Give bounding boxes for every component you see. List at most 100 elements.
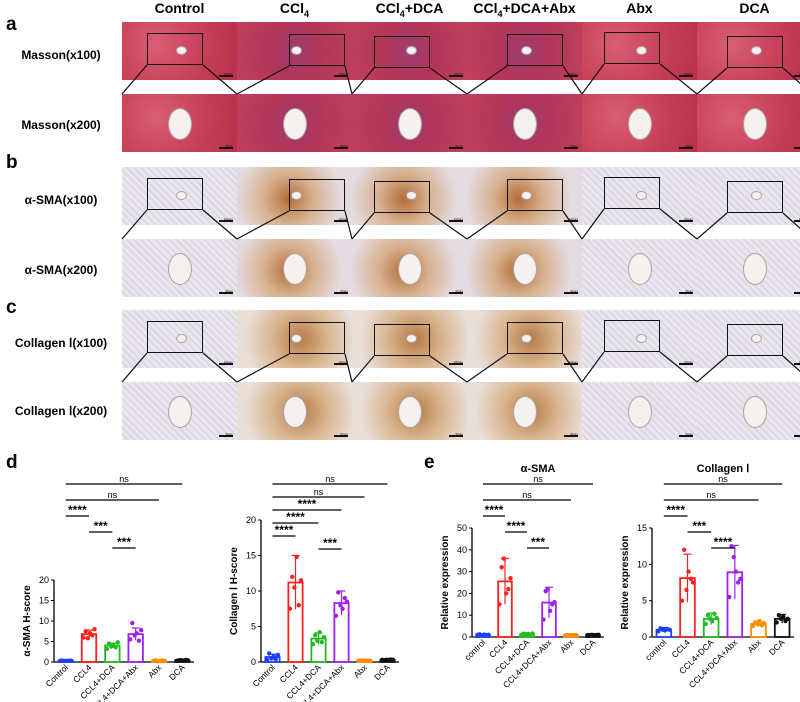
data-point xyxy=(508,575,513,581)
data-point xyxy=(127,637,133,642)
zoom-connector-line xyxy=(236,65,290,95)
zoom-region-box xyxy=(727,181,783,213)
vessel-lumen xyxy=(176,334,187,343)
row-label-asma-x100: α-SMA(x100) xyxy=(24,193,98,207)
scale-bar: 50um xyxy=(794,289,800,294)
data-point xyxy=(134,631,139,636)
data-point xyxy=(499,565,504,570)
zoom-region-box xyxy=(727,324,783,356)
column-header-subscript: 4 xyxy=(399,8,405,19)
column-header-main: CCl xyxy=(473,0,498,16)
data-point xyxy=(530,631,535,636)
zoom-region-box xyxy=(604,177,660,209)
scale-bar: 100um xyxy=(449,72,463,77)
y-axis-label: Collagen Ⅰ H-score xyxy=(229,547,240,635)
data-point xyxy=(313,632,318,638)
data-point xyxy=(136,638,142,643)
column-header-suffix: +DCA xyxy=(404,0,444,16)
y-tick-label: 50 xyxy=(457,523,467,533)
micrograph-tile: 100um xyxy=(237,310,352,368)
data-point xyxy=(785,616,790,622)
zoom-connector-line xyxy=(562,65,583,95)
zoom-connector-line xyxy=(581,351,605,383)
data-point xyxy=(367,658,373,663)
significance-label: *** xyxy=(94,519,108,533)
y-tick-label: 40 xyxy=(457,545,467,555)
y-tick-label: 15 xyxy=(637,523,647,533)
vessel-lumen xyxy=(176,191,187,200)
vessel-lumen xyxy=(168,108,192,140)
column-header-main: DCA xyxy=(739,0,770,16)
zoom-connector-line xyxy=(121,64,148,95)
vessel-lumen xyxy=(406,334,417,343)
zoom-connector-line xyxy=(466,210,508,240)
column-header-2: CCl4+DCA xyxy=(352,0,467,19)
data-point xyxy=(333,613,339,619)
data-point xyxy=(503,591,509,596)
micrograph-tile: 50um xyxy=(582,239,697,297)
data-point xyxy=(267,651,272,656)
zoom-connector-line xyxy=(782,355,800,373)
data-point xyxy=(85,636,91,641)
zoom-region-box xyxy=(374,324,430,356)
zoom-connector-line xyxy=(659,208,698,240)
data-point xyxy=(275,652,281,658)
zoom-region-box xyxy=(507,34,563,66)
significance-label: *** xyxy=(323,536,337,550)
scale-bar: 50um xyxy=(449,144,463,149)
zoom-connector-line xyxy=(202,209,238,240)
column-header-1: CCl4 xyxy=(237,0,352,19)
vessel-lumen xyxy=(398,108,422,140)
y-tick-label: 10 xyxy=(39,616,49,626)
significance-label: ns xyxy=(706,490,716,500)
scale-bar: 50um xyxy=(334,144,348,149)
zoom-connector-line xyxy=(659,63,698,95)
zoom-connector-line xyxy=(202,64,238,95)
micrograph-tile: 50um xyxy=(237,94,352,152)
y-tick-label: 0 xyxy=(642,632,647,642)
column-header-subscript: 4 xyxy=(497,8,503,19)
scale-bar: 100um xyxy=(334,72,348,77)
zoom-connector-line xyxy=(581,208,605,240)
data-point xyxy=(162,658,167,663)
micrograph-tile: 50um xyxy=(237,239,352,297)
x-tick-label: Abx xyxy=(351,662,369,680)
scale-bar: 50um xyxy=(334,289,348,294)
vessel-lumen xyxy=(176,46,187,55)
significance-label: **** xyxy=(275,523,294,537)
vessel-lumen xyxy=(291,46,302,55)
column-header-main: Abx xyxy=(626,0,653,16)
data-point xyxy=(321,634,327,640)
micrograph-tile: 100um xyxy=(582,310,697,368)
data-point xyxy=(264,657,270,663)
x-tick-label: DCA xyxy=(578,637,598,657)
scale-bar: 100um xyxy=(794,72,800,77)
zoom-connector-line xyxy=(429,212,468,240)
chart-title: Collagen Ⅰ xyxy=(697,463,750,475)
column-header-5: DCA xyxy=(697,0,800,16)
data-point xyxy=(298,578,304,583)
scale-bar: 100um xyxy=(794,217,800,222)
micrograph-tile: 100um xyxy=(237,22,352,80)
y-tick-label: 15 xyxy=(246,551,256,561)
zoom-region-box xyxy=(374,36,430,68)
panel-letter-d: d xyxy=(6,452,18,473)
vessel-lumen xyxy=(513,396,537,428)
zoom-region-box xyxy=(604,320,660,352)
zoom-connector-line xyxy=(696,212,728,240)
zoom-connector-line xyxy=(121,352,148,383)
data-point xyxy=(315,638,320,643)
vessel-lumen xyxy=(283,253,307,285)
column-header-3: CCl4+DCA+Abx xyxy=(467,0,582,19)
data-point xyxy=(115,640,121,645)
micrograph-tile: 50um xyxy=(122,382,237,440)
data-point xyxy=(296,603,301,608)
micrograph-tile: 100um xyxy=(122,310,237,368)
scale-bar: 50um xyxy=(219,432,233,437)
data-point xyxy=(547,608,553,614)
zoom-connector-line xyxy=(344,353,353,383)
scale-bar: 100um xyxy=(564,360,578,365)
zoom-connector-line xyxy=(581,63,605,95)
x-tick-label: Abx xyxy=(146,662,164,680)
